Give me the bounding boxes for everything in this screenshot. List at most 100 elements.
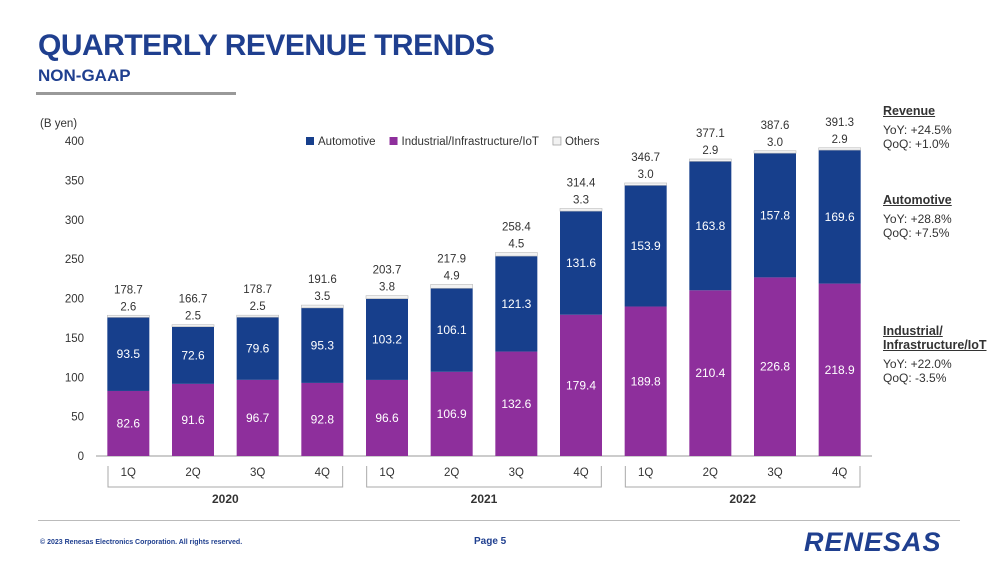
side-note-automotive: Automotive YoY: +28.8% QoQ: +7.5% [883, 193, 952, 240]
y-unit-label: (B yen) [40, 118, 77, 130]
x-tick-label: 4Q [573, 467, 588, 479]
bar-segment-automotive [366, 298, 408, 380]
side-note-yoy: YoY: +22.0% [883, 357, 952, 371]
y-tick-label: 150 [65, 333, 84, 345]
data-label-others: 4.5 [508, 239, 524, 251]
y-tick-label: 350 [65, 175, 84, 187]
data-label: 163.8 [695, 219, 725, 233]
side-note-qoq: QoQ: -3.5% [883, 371, 947, 385]
data-label-others: 2.6 [120, 301, 136, 313]
title-underline [36, 92, 236, 95]
data-label-others: 2.5 [250, 301, 266, 313]
total-label: 258.4 [502, 222, 531, 234]
x-tick-label: 1Q [638, 467, 653, 479]
y-tick-label: 200 [65, 294, 84, 306]
year-label: 2021 [471, 492, 498, 506]
legend-swatch [306, 137, 314, 145]
data-label: 157.8 [760, 208, 790, 222]
data-label: 131.6 [566, 256, 596, 270]
x-tick-label: 2Q [185, 467, 200, 479]
x-tick-label: 1Q [121, 467, 136, 479]
data-label: 92.8 [311, 412, 335, 426]
year-bracket [624, 466, 861, 488]
y-tick-label: 250 [65, 254, 84, 266]
x-tick-label: 1Q [379, 467, 394, 479]
bar-segment-automotive [818, 150, 861, 284]
data-label-others: 2.9 [702, 145, 718, 157]
bar-segment-automotive [301, 307, 344, 383]
data-label: 106.9 [437, 407, 467, 421]
footer-divider [38, 520, 960, 521]
total-label: 203.7 [373, 265, 402, 277]
side-note-head: Automotive [883, 193, 952, 207]
side-note-yoy: YoY: +28.8% [883, 212, 952, 226]
bar-segment-others [559, 208, 603, 212]
side-note-head: Industrial/ Infrastructure/IoT [883, 324, 987, 352]
bar-segment-others [624, 182, 667, 186]
bar-segment-industrial-infrastructure-iot [172, 383, 214, 456]
legend-swatch [552, 136, 562, 146]
total-label: 346.7 [631, 152, 660, 164]
side-note-revenue: Revenue YoY: +24.5% QoQ: +1.0% [883, 104, 952, 151]
data-label: 91.6 [181, 413, 205, 427]
total-label: 314.4 [567, 177, 596, 189]
bar-segment-others [689, 158, 732, 162]
x-tick-label: 2Q [703, 467, 718, 479]
y-tick-label: 0 [78, 451, 84, 463]
data-label: 79.6 [246, 342, 270, 356]
bar-segment-automotive [236, 317, 279, 380]
page-title: QUARTERLY REVENUE TRENDS [38, 29, 495, 62]
data-label-others: 3.0 [638, 169, 654, 181]
legend-label: Automotive [318, 136, 376, 148]
data-label: 189.8 [631, 374, 661, 388]
bar-segment-others [107, 314, 150, 318]
data-label: 96.7 [246, 411, 270, 425]
bar-segment-others [753, 150, 797, 154]
y-tick-label: 50 [71, 412, 84, 424]
bar-segment-industrial-infrastructure-iot [301, 382, 344, 456]
bar-segment-others [430, 284, 473, 289]
data-label: 179.4 [566, 378, 596, 392]
x-tick-label: 4Q [315, 467, 330, 479]
bar-segment-industrial-infrastructure-iot [495, 351, 538, 456]
bar-segment-industrial-infrastructure-iot [366, 379, 408, 456]
legend-swatch [389, 137, 398, 145]
data-label: 103.2 [372, 332, 402, 346]
total-label: 387.6 [761, 120, 790, 132]
total-label: 166.7 [179, 294, 208, 306]
total-label: 191.6 [308, 274, 337, 286]
data-label-others: 2.9 [832, 134, 848, 146]
bar-segment-industrial-infrastructure-iot [236, 379, 279, 456]
data-label: 218.9 [825, 363, 855, 377]
data-label: 153.9 [631, 239, 661, 253]
bar-segment-industrial-infrastructure-iot [818, 283, 861, 456]
data-label: 132.6 [501, 397, 531, 411]
bar-segment-others [365, 295, 409, 299]
renesas-logo: RENESAS [804, 527, 941, 557]
bar-segment-industrial-infrastructure-iot [689, 290, 732, 456]
side-note-qoq: QoQ: +1.0% [883, 137, 950, 151]
bar-segment-industrial-infrastructure-iot [430, 371, 473, 456]
total-label: 391.3 [825, 117, 854, 129]
bar-segment-automotive [107, 317, 150, 391]
data-label: 72.6 [181, 348, 205, 362]
x-tick-label: 2Q [444, 467, 459, 479]
bar-segment-automotive [624, 185, 667, 307]
side-note-qoq: QoQ: +7.5% [883, 226, 950, 240]
total-label: 178.7 [243, 284, 272, 296]
bar-segment-others [301, 304, 344, 309]
bar-segment-automotive [560, 211, 602, 315]
data-label-others: 4.9 [444, 270, 460, 282]
legend-label: Industrial/Infrastructure/IoT [402, 136, 539, 148]
side-note-head: Revenue [883, 104, 936, 118]
total-label: 377.1 [696, 128, 725, 140]
total-label: 217.9 [437, 253, 466, 265]
data-label: 96.6 [375, 411, 399, 425]
data-label: 106.1 [437, 323, 467, 337]
bar-segment-others [236, 314, 279, 318]
x-tick-label: 3Q [767, 467, 782, 479]
y-tick-label: 100 [65, 372, 84, 384]
data-label: 82.6 [117, 416, 141, 430]
page-subtitle: NON-GAAP [38, 66, 131, 85]
y-tick-label: 400 [65, 136, 84, 148]
